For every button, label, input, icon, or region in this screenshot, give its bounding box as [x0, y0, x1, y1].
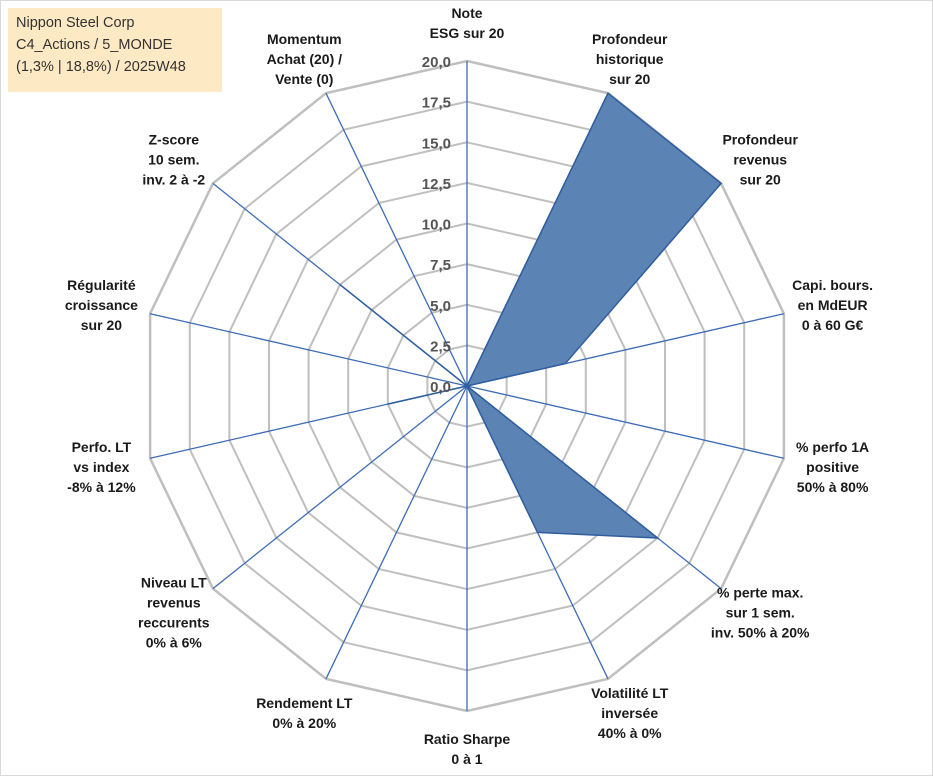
tick-label: 2,5 [430, 338, 451, 355]
info-stats: (1,3% | 18,8%) / 2025W48 [16, 59, 186, 75]
axis-label-line: Momentum [267, 31, 342, 47]
axis-label-line: Rendement LT [256, 695, 353, 711]
axis-spoke [325, 385, 468, 680]
axis-label-line: 0% à 20% [272, 715, 336, 731]
info-box: Nippon Steel Corp C4_Actions / 5_MONDE (… [8, 8, 222, 92]
axis-labels: Note ESG sur 20 Profondeur historique sur 20… [65, 5, 873, 767]
axis-label-line: Achat (20) / [267, 51, 343, 67]
tick-label: 12,5 [422, 176, 451, 193]
axis-label: Z-score 10 sem. inv. 2 à -2 [142, 132, 205, 188]
tick-label: 10,0 [422, 217, 451, 234]
axis-label-line: vs index [73, 459, 129, 475]
axis-label-line: 0 à 60 G€ [802, 317, 864, 333]
axis-label-line: reccurents [138, 614, 210, 630]
axis-label-line: Niveau LT [141, 574, 207, 590]
series-area [339, 92, 723, 539]
axis-spoke [212, 385, 468, 590]
axis-label: Régularité croissance sur 20 [65, 277, 138, 333]
tick-label: 17,5 [422, 95, 451, 112]
axis-label-line: -8% à 12% [67, 479, 136, 495]
axis-label: Profondeur historique sur 20 [592, 31, 668, 87]
axis-spoke [149, 313, 468, 387]
axis-spoke [466, 385, 785, 459]
axis-label: Note ESG sur 20 [430, 5, 505, 41]
axis-label-line: Vente (0) [275, 71, 333, 87]
axis-label: % perte max. sur 1 sem. inv. 50% à 20% [711, 584, 810, 640]
axis-label-line: croissance [65, 297, 138, 313]
radial-tick-labels: 0,0 2,5 5,0 7,5 10,0 12,5 15,0 17,5 20,0 [422, 54, 451, 396]
axis-label: Capi. bours. en MdEUR 0 à 60 G€ [792, 277, 873, 333]
axis-label-line: 40% à 0% [598, 725, 662, 741]
axis-label-line: Capi. bours. [792, 277, 873, 293]
tick-label: 20,0 [422, 54, 451, 71]
axis-label-line: % perfo 1A [796, 439, 869, 455]
axis-label-line: Ratio Sharpe [424, 731, 511, 747]
radar-series [339, 92, 723, 539]
axis-label: % perfo 1A positive 50% à 80% [796, 439, 869, 495]
axis-label-line: sur 1 sem. [726, 604, 795, 620]
axis-label-line: inv. 2 à -2 [142, 172, 205, 188]
axis-label: Ratio Sharpe 0 à 1 [424, 731, 511, 767]
axis-label-line: revenus [147, 594, 201, 610]
axis-label: Perfo. LT vs index -8% à 12% [67, 439, 136, 495]
tick-label: 15,0 [422, 135, 451, 152]
axis-spoke [325, 92, 468, 387]
axis-label-line: 0% à 6% [146, 634, 203, 650]
axis-label-line: Profondeur [722, 132, 798, 148]
axis-label-line: revenus [733, 152, 787, 168]
info-company: Nippon Steel Corp [16, 15, 135, 31]
axis-label-line: Note [451, 5, 482, 21]
axis-label-line: Perfo. LT [72, 439, 132, 455]
axis-label-line: sur 20 [609, 71, 650, 87]
info-category: C4_Actions / 5_MONDE [16, 37, 173, 53]
axis-label-line: positive [806, 459, 859, 475]
axis-label-line: % perte max. [717, 584, 803, 600]
axis-label-line: 10 sem. [148, 152, 199, 168]
axis-label: Niveau LT revenus reccurents 0% à 6% [138, 574, 210, 650]
axis-label-line: Volatilité LT [591, 685, 669, 701]
axis-label: Rendement LT 0% à 20% [256, 695, 353, 731]
tick-label: 7,5 [430, 257, 451, 274]
tick-label: 5,0 [430, 298, 451, 315]
axis-label-line: historique [596, 51, 664, 67]
axis-label-line: sur 20 [81, 317, 122, 333]
axis-label: Momentum Achat (20) / Vente (0) [267, 31, 343, 87]
axis-label-line: en MdEUR [798, 297, 868, 313]
axis-label-line: inversée [601, 705, 658, 721]
axis-label-line: Profondeur [592, 31, 668, 47]
axis-label-line: 0 à 1 [451, 751, 482, 767]
axis-label-line: ESG sur 20 [430, 25, 505, 41]
axis-label-line: inv. 50% à 20% [711, 624, 810, 640]
axis-label: Profondeur revenus sur 20 [722, 132, 798, 188]
axis-label-line: 50% à 80% [797, 479, 869, 495]
tick-label: 0,0 [430, 379, 451, 396]
axis-label-line: Z-score [149, 132, 200, 148]
axis-label: Volatilité LT inversée 40% à 0% [591, 685, 669, 741]
axis-label-line: Régularité [67, 277, 136, 293]
axis-label-line: sur 20 [740, 172, 781, 188]
